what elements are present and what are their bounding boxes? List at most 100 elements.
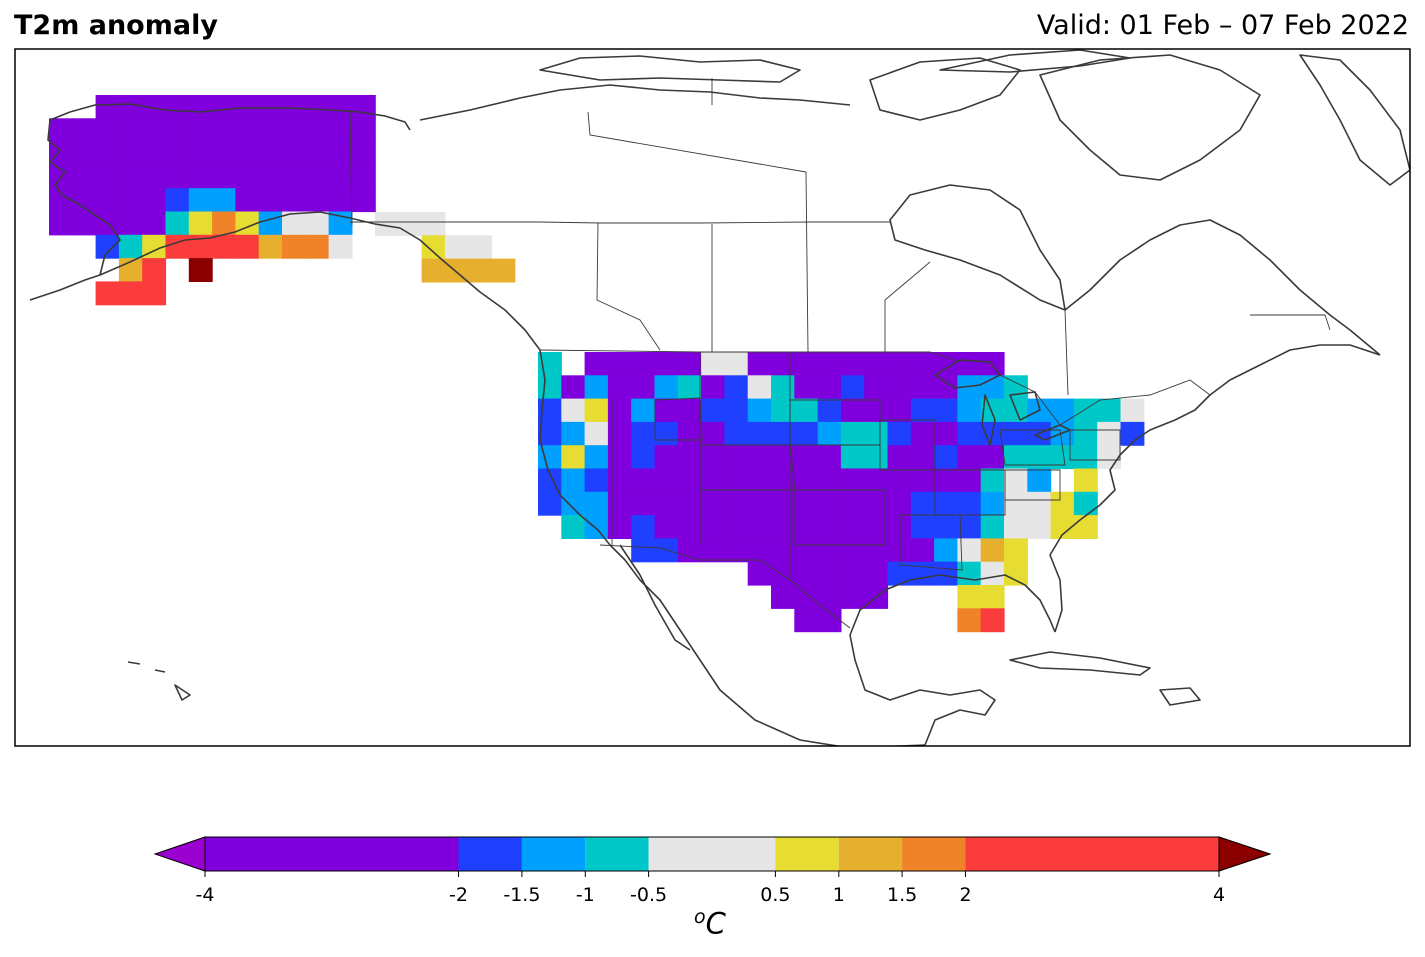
conus-grid-cell bbox=[607, 421, 632, 446]
conus-grid-cell bbox=[1027, 491, 1052, 516]
conus-grid-cell bbox=[631, 468, 656, 493]
alaska-grid-cell bbox=[258, 164, 283, 189]
us-canada-east-border bbox=[999, 374, 1211, 426]
alaska-grid-cell bbox=[118, 188, 143, 213]
conus-grid-cell bbox=[817, 468, 842, 493]
colorbar-tick-label: -4 bbox=[196, 884, 215, 906]
alaska-grid-cell bbox=[235, 95, 260, 119]
conus-grid-cell bbox=[980, 445, 1005, 470]
alaska-grid-cell bbox=[72, 141, 97, 166]
greenland-coast bbox=[1299, 54, 1410, 186]
colorbar-ticks: -4 -2 -1.5 -1 -0.5 0.5 1 1.5 2 4 bbox=[196, 871, 1225, 906]
conus-grid-cell bbox=[771, 491, 795, 516]
conus-grid-cell bbox=[864, 421, 889, 446]
map-title: T2m anomaly bbox=[14, 10, 218, 41]
conus-grid-cell bbox=[1027, 515, 1052, 539]
conus-grid-cell bbox=[864, 375, 889, 400]
alaska-canada-60n bbox=[350, 221, 890, 224]
bc-alberta-border bbox=[596, 222, 661, 351]
conus-grid-cell bbox=[631, 515, 656, 539]
state-grid-6 bbox=[934, 469, 1006, 516]
conus-grid-cell bbox=[724, 538, 749, 563]
panhandle-grid-cell bbox=[468, 235, 493, 260]
conus-grid-cell bbox=[957, 375, 982, 400]
arctic-coast bbox=[419, 84, 851, 121]
conus-grid-cell bbox=[747, 561, 772, 586]
conus-grid-cell bbox=[561, 468, 586, 493]
conus-grid-cell bbox=[561, 445, 586, 470]
east-coast bbox=[1049, 344, 1381, 633]
conus-grid-cell bbox=[724, 375, 749, 400]
colorbar-segment bbox=[585, 837, 649, 871]
conus-grid-cell bbox=[1073, 468, 1098, 493]
conus-grid-cell bbox=[584, 468, 609, 493]
alaska-grid-cell bbox=[118, 234, 143, 259]
alaska-grid-cell bbox=[95, 164, 120, 189]
colorbar-tick-label: -2 bbox=[449, 884, 468, 906]
conus-grid-cell bbox=[1050, 398, 1075, 423]
colorbar-segments bbox=[153, 836, 1272, 872]
alaska-grid-cell bbox=[212, 95, 236, 119]
alaska-west-coast bbox=[47, 119, 401, 276]
conus-grid-cell bbox=[794, 515, 819, 539]
conus-grid-cell bbox=[631, 398, 656, 423]
conus-grid-cell bbox=[701, 491, 725, 516]
alaska-north-coast bbox=[49, 103, 411, 131]
conus-grid-cell bbox=[957, 445, 982, 470]
conus-grid-cell bbox=[724, 398, 749, 423]
conus-grid-cell bbox=[654, 468, 679, 493]
conus-grid-cell bbox=[1097, 398, 1122, 423]
conus-grid-cell bbox=[817, 608, 842, 633]
conus-grid-cell bbox=[980, 538, 1005, 563]
conus-grid-cell bbox=[1073, 398, 1098, 423]
conus-grid-cell bbox=[771, 445, 795, 470]
alaska-grid-cell bbox=[118, 141, 143, 166]
alaska-grid-cell bbox=[235, 141, 260, 166]
conus-grid-cell bbox=[538, 491, 562, 516]
conus-grid-cell bbox=[934, 421, 958, 446]
conus-grid-cell bbox=[607, 398, 632, 423]
alaska-grid-cell bbox=[282, 164, 306, 189]
alaska-grid-cell bbox=[49, 141, 73, 166]
conus-grid-cell bbox=[584, 398, 609, 423]
panhandle-grid-cell bbox=[491, 258, 516, 283]
conus-grid-cell bbox=[794, 468, 819, 493]
conus-grid-cell bbox=[701, 538, 725, 563]
conus-grid-cell bbox=[887, 445, 912, 470]
alaska-grid-cell bbox=[188, 164, 213, 189]
conus-grid-cell bbox=[747, 352, 772, 376]
conus-grid-cell bbox=[701, 352, 725, 376]
conus-grid-cell bbox=[771, 515, 795, 539]
alaska-grid-cell bbox=[95, 188, 120, 213]
conus-grid-cell bbox=[817, 585, 842, 609]
conus-grid-cell bbox=[561, 421, 586, 446]
alaska-grid-cell bbox=[118, 164, 143, 189]
conus-grid-cell bbox=[864, 561, 889, 586]
alaska-grid-cell bbox=[142, 258, 167, 282]
alaska-grid-cell bbox=[305, 141, 330, 166]
alaska-grid-cell bbox=[351, 141, 376, 166]
alaska-grid-cell bbox=[328, 95, 353, 119]
conus-grid-cell bbox=[1073, 421, 1098, 446]
conus-grid-cell bbox=[817, 352, 842, 376]
alaska-grid-cell bbox=[188, 258, 213, 282]
conus-grid-cell bbox=[607, 445, 632, 470]
state-grid-5 bbox=[794, 489, 886, 546]
conus-grid-cell bbox=[631, 421, 656, 446]
conus-grid-cell bbox=[794, 561, 819, 586]
alaska-grid-cell bbox=[188, 118, 213, 143]
conus-grid-cell bbox=[584, 515, 609, 539]
conus-grid-cell bbox=[840, 421, 865, 446]
alaska-grid-cell bbox=[95, 141, 120, 166]
conus-grid-cell bbox=[701, 468, 725, 493]
conus-grid-cell bbox=[654, 352, 679, 376]
conus-grid-cell bbox=[817, 538, 842, 563]
panhandle-grid-cell bbox=[444, 235, 469, 260]
alaska-grid-cell bbox=[95, 281, 120, 306]
conus-grid-cell bbox=[1004, 491, 1028, 516]
baffin-island bbox=[1039, 54, 1261, 181]
conus-grid-cell bbox=[654, 398, 679, 423]
conus-grid-cell bbox=[654, 375, 679, 400]
conus-grid-cell bbox=[747, 375, 772, 400]
alaska-grid-cell bbox=[351, 118, 376, 143]
